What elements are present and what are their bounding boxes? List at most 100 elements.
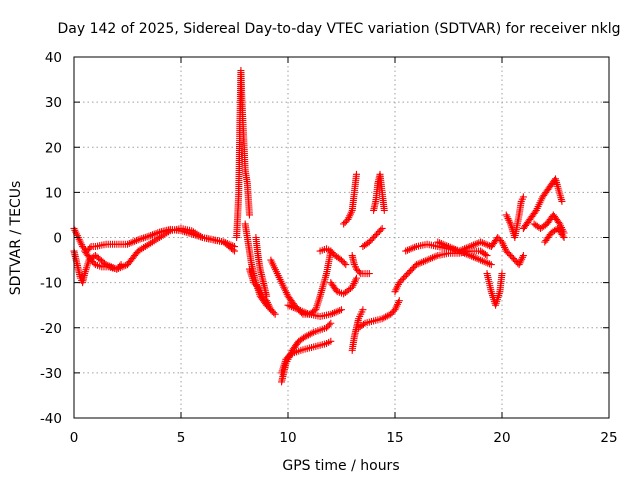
series-arc-15 [348, 252, 373, 278]
data-point [471, 254, 479, 262]
data-point [90, 259, 98, 267]
x-tick-label: 15 [386, 430, 403, 446]
data-point [487, 261, 495, 269]
data-point [498, 270, 506, 278]
data-point [359, 306, 367, 314]
y-tick-label: -40 [40, 411, 62, 427]
series-arc-12 [316, 245, 350, 269]
data-point [165, 228, 173, 236]
data-point [352, 274, 360, 282]
series-arc-9 [278, 319, 335, 386]
data-point [412, 261, 420, 269]
data-point [559, 232, 567, 240]
x-tick-label: 20 [493, 430, 510, 446]
data-point [127, 239, 135, 247]
data-point [427, 255, 435, 263]
data-point [336, 306, 344, 314]
data-point [466, 243, 474, 251]
data-point [325, 321, 333, 329]
data-point [143, 233, 151, 241]
data-point [365, 270, 373, 278]
data-point [285, 352, 293, 360]
data-point [411, 243, 419, 251]
y-tick-label: 30 [45, 95, 62, 111]
data-point [418, 258, 426, 266]
data-point [355, 268, 363, 276]
data-point [284, 301, 292, 309]
data-point [229, 246, 237, 254]
data-point [327, 319, 335, 327]
series-arc-16 [340, 170, 360, 228]
data-point [466, 252, 474, 260]
series-arc-18 [370, 170, 388, 214]
data-point [519, 193, 527, 201]
y-tick-label: -20 [40, 321, 62, 337]
axis-ticks: 0 5 10 15 20 25 -40 -30 -20 -10 0 10 20 30 40 [40, 50, 618, 446]
series-arc-11 [284, 301, 345, 320]
data-point [138, 245, 146, 253]
y-tick-label: 0 [53, 231, 62, 247]
data-point [475, 255, 483, 263]
data-point [308, 329, 316, 337]
y-tick-label: 20 [45, 140, 62, 156]
data-point [432, 252, 440, 260]
y-axis-label: SDTVAR / TECUs [8, 181, 24, 296]
data-point [464, 243, 472, 251]
y-tick-label: -10 [40, 276, 62, 292]
data-point [359, 320, 367, 328]
data-point [486, 260, 494, 268]
data-point [330, 309, 338, 317]
data-point [197, 232, 205, 240]
data-point [439, 240, 447, 248]
data-point [304, 309, 312, 317]
data-point [445, 243, 452, 251]
data-point [288, 303, 296, 311]
data-point [140, 234, 148, 242]
data-point [263, 292, 271, 300]
series-arc-3 [81, 247, 125, 273]
x-tick-label: 25 [600, 430, 617, 446]
data-point [469, 253, 477, 261]
series-arc-19 [355, 297, 403, 332]
data-point [148, 231, 156, 239]
series-arc-7 [252, 234, 271, 300]
x-tick-label: 10 [279, 430, 296, 446]
data-point [480, 258, 488, 266]
data-point [558, 197, 566, 205]
y-tick-label: -30 [40, 366, 62, 382]
data-point [380, 206, 388, 214]
series-arc-23 [483, 270, 506, 309]
data-point [519, 252, 527, 260]
data-point [154, 229, 162, 237]
data-point [143, 241, 151, 249]
data-point [560, 234, 568, 241]
data-point [332, 308, 340, 316]
x-axis-label: GPS time / hours [282, 458, 399, 474]
series-arc-22 [434, 238, 495, 255]
data-point [293, 305, 301, 313]
data-point [138, 235, 146, 243]
data-point [117, 261, 125, 269]
x-tick-label: 0 [70, 430, 79, 446]
series-arc-24 [487, 234, 527, 269]
series-arc-6 [245, 265, 279, 318]
x-tick-label: 5 [177, 430, 186, 446]
series-arc-14 [348, 306, 367, 354]
data-point [270, 309, 278, 317]
data-point [459, 246, 467, 254]
series-arc-13 [327, 274, 360, 298]
data-point [416, 259, 424, 267]
data-point [352, 170, 360, 178]
data-point [377, 226, 385, 234]
data-point [231, 247, 238, 255]
data-point [378, 224, 386, 232]
data-point [480, 240, 488, 248]
series-arc-17 [359, 224, 386, 251]
data-point [481, 250, 489, 258]
series-arc-27 [530, 211, 568, 237]
series-arc-10 [278, 337, 335, 377]
data-point [342, 261, 350, 269]
data-point [421, 257, 429, 265]
data-point [483, 252, 491, 260]
data-point [464, 251, 472, 259]
